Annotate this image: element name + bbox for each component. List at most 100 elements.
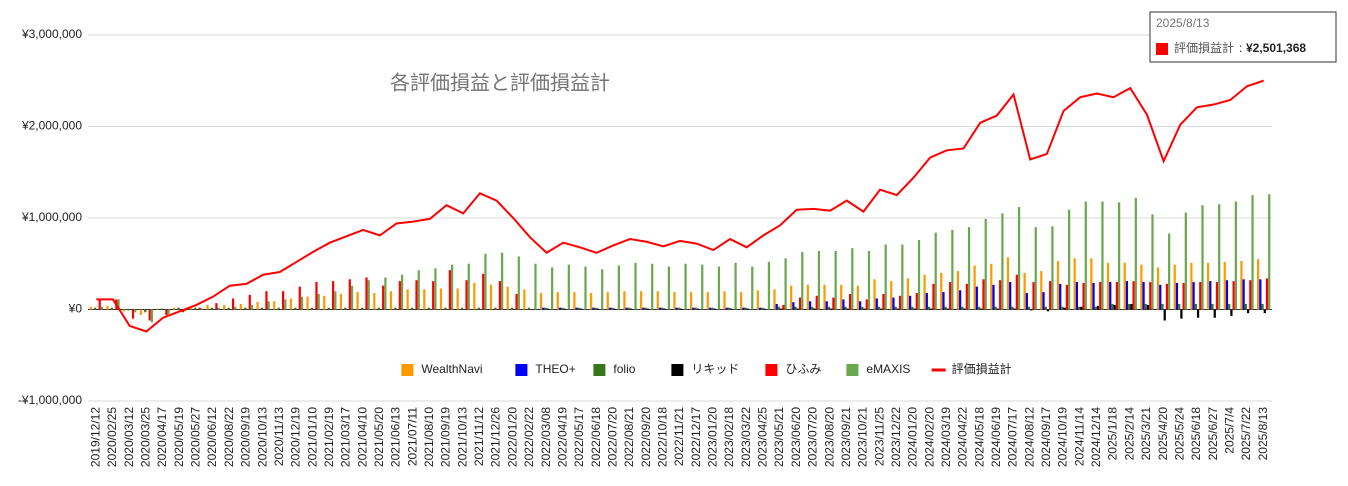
bar xyxy=(780,308,783,310)
bar xyxy=(696,308,699,310)
bar xyxy=(817,250,821,310)
bar xyxy=(999,280,1002,310)
bar xyxy=(984,218,987,310)
bar xyxy=(1184,212,1187,310)
tooltip: 2025/8/13 評価損益計: ¥2,501,368 xyxy=(1149,11,1337,63)
x-tick-label: 2020/05/27 xyxy=(189,407,203,467)
bar xyxy=(751,266,754,310)
bar xyxy=(761,307,764,310)
bar xyxy=(1101,201,1104,310)
bar xyxy=(239,304,242,310)
bar xyxy=(160,308,164,310)
bar xyxy=(877,306,881,310)
bar xyxy=(1034,227,1037,310)
x-tick-label: 2022/10/18 xyxy=(655,407,669,467)
x-tick-label: 2025/6/18 xyxy=(1189,407,1203,461)
x-tick-label: 2025/6/27 xyxy=(1206,407,1220,461)
legend-label: 評価損益計 xyxy=(952,361,1012,376)
bar xyxy=(427,307,430,310)
bar xyxy=(1165,283,1169,310)
bar xyxy=(294,307,297,310)
bar xyxy=(473,282,476,310)
bar xyxy=(256,302,259,310)
bar xyxy=(277,307,280,310)
bar xyxy=(589,293,593,310)
bar xyxy=(494,307,497,310)
bar xyxy=(127,309,130,311)
bar xyxy=(951,229,954,310)
bar xyxy=(744,307,747,310)
bar xyxy=(690,292,693,310)
bar xyxy=(567,264,570,310)
bar xyxy=(1001,213,1004,310)
bar xyxy=(465,280,468,310)
x-tick-label: 2022/05/17 xyxy=(572,407,586,467)
bar xyxy=(1225,280,1229,310)
bar xyxy=(1215,282,1219,310)
legend-swatch xyxy=(671,364,684,376)
bar xyxy=(1027,306,1031,310)
bar xyxy=(317,293,320,310)
bar xyxy=(880,308,883,310)
bar xyxy=(217,307,220,310)
x-tick-label: 2024/07/17 xyxy=(1006,407,1020,467)
x-tick-label: 2020/10/13 xyxy=(255,407,269,467)
bar xyxy=(1059,283,1062,310)
x-tick-label: 2022/11/21 xyxy=(672,407,686,466)
bar xyxy=(815,295,818,310)
bar xyxy=(1244,304,1247,310)
bar xyxy=(131,309,135,319)
bar xyxy=(173,307,176,310)
x-tick-label: 2025/5/24 xyxy=(1172,407,1186,461)
bar xyxy=(792,302,795,310)
chart-title: 各評価損益と評価損益計 xyxy=(390,71,610,94)
bar xyxy=(832,297,835,310)
x-tick-label: 2023/04/25 xyxy=(756,407,770,467)
bar xyxy=(534,263,537,310)
bar xyxy=(1073,258,1076,310)
bar xyxy=(300,296,304,310)
bar xyxy=(1061,306,1064,310)
bar xyxy=(556,292,559,310)
x-tick-label: 2020/03/12 xyxy=(122,407,136,467)
bar xyxy=(1092,282,1095,310)
bar xyxy=(1111,304,1114,310)
bar xyxy=(444,307,447,310)
bar xyxy=(1173,264,1176,310)
bar xyxy=(332,281,335,310)
bar xyxy=(965,283,968,310)
bar xyxy=(1218,204,1221,310)
bar xyxy=(606,292,609,310)
x-tick-label: 2021/07/11 xyxy=(405,407,419,466)
bar xyxy=(673,292,676,310)
bar xyxy=(706,292,709,310)
bar xyxy=(558,307,562,310)
bar xyxy=(1090,258,1093,310)
x-tick-label: 2023/06/20 xyxy=(789,407,803,467)
bar xyxy=(165,309,168,315)
x-tick-label: 2021/08/10 xyxy=(422,407,436,467)
x-tick-label: 2024/01/20 xyxy=(906,407,920,467)
bar xyxy=(367,280,370,310)
bar xyxy=(1015,274,1018,310)
y-tick-label: -¥1,000,000 xyxy=(18,393,82,407)
bar xyxy=(763,308,766,310)
x-tick-label: 2021/05/20 xyxy=(372,407,386,467)
bar xyxy=(215,303,218,310)
bar xyxy=(1251,195,1254,310)
x-tick-label: 2021/10/13 xyxy=(455,407,469,467)
bar xyxy=(892,297,895,310)
x-tick-label: 2022/01/20 xyxy=(505,407,519,467)
bar xyxy=(865,299,868,310)
bar xyxy=(806,284,809,310)
bar xyxy=(680,308,683,310)
bar xyxy=(244,307,247,310)
x-tick-label: 2025/3/21 xyxy=(1139,407,1153,461)
x-tick-label: 2021/01/10 xyxy=(305,407,319,467)
bar xyxy=(1130,304,1133,310)
bar xyxy=(573,292,576,310)
legend-label: ひふみ xyxy=(785,362,821,376)
bar xyxy=(1032,282,1035,310)
bar xyxy=(139,309,142,315)
x-tick-label: 2024/10/19 xyxy=(1056,407,1070,467)
